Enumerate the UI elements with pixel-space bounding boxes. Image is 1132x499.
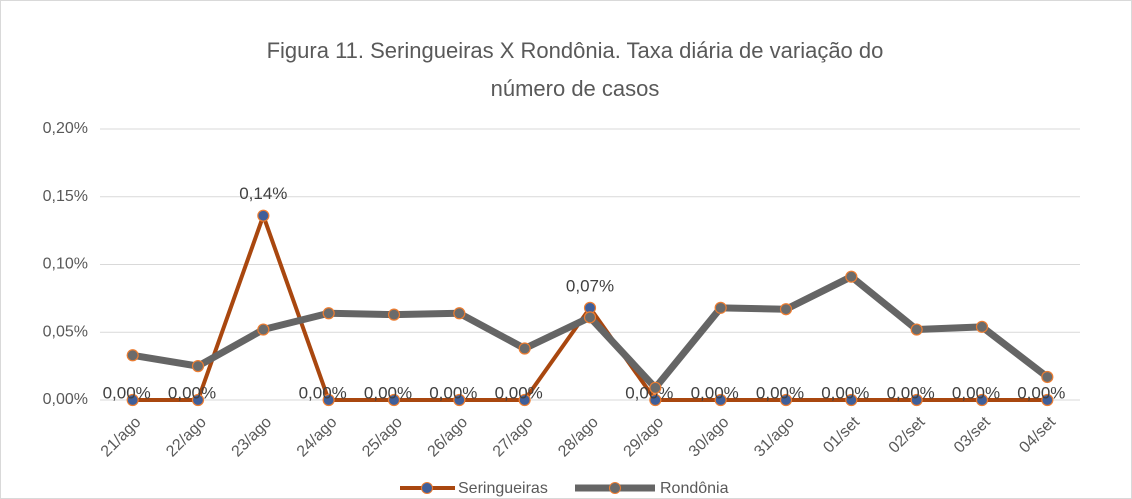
point	[583, 311, 597, 324]
point	[714, 301, 727, 314]
y-tick-label: 0,00%	[43, 391, 88, 408]
point	[257, 323, 270, 336]
data-label: 0,00%	[364, 383, 412, 402]
data-label: 0,00%	[495, 383, 543, 402]
point	[845, 393, 858, 407]
y-tick-label: 0,15%	[43, 188, 88, 205]
point	[649, 381, 662, 394]
data-label: 0,00%	[952, 383, 1000, 402]
point	[714, 393, 727, 407]
point	[975, 320, 989, 333]
point	[779, 393, 793, 407]
y-tick-label: 0,05%	[43, 323, 88, 340]
data-label: 0,07%	[566, 276, 614, 295]
data-label: 0,00%	[168, 383, 216, 402]
chart-title: Figura 11. Seringueiras X Rondônia. Taxa…	[267, 38, 884, 63]
data-label: 0,00%	[1017, 383, 1065, 402]
data-label: 0,00%	[887, 383, 935, 402]
point	[910, 393, 923, 407]
chart-subtitle: número de casos	[491, 76, 660, 101]
y-tick-label: 0,20%	[43, 120, 88, 137]
point	[387, 393, 401, 407]
data-label: 0,00%	[691, 383, 739, 402]
point	[975, 393, 989, 407]
data-label: 0,00%	[756, 383, 804, 402]
data-label: 0,14%	[239, 184, 287, 203]
point	[845, 270, 858, 283]
data-label: 0,00%	[429, 383, 477, 402]
point	[518, 342, 531, 355]
point	[257, 209, 270, 222]
legend-marker	[421, 482, 433, 494]
y-tick-label: 0,10%	[43, 256, 88, 273]
data-label: 0,00%	[821, 383, 869, 402]
point	[126, 393, 139, 407]
point	[126, 349, 139, 362]
point	[518, 393, 531, 407]
point	[453, 393, 466, 407]
legend-marker	[609, 482, 621, 494]
point	[191, 360, 205, 373]
point	[387, 308, 401, 321]
point	[322, 307, 335, 320]
point	[910, 323, 923, 336]
point	[779, 303, 793, 316]
point	[453, 307, 466, 320]
data-label: 0,00%	[103, 383, 151, 402]
data-label: 0,00%	[299, 383, 347, 402]
point	[191, 393, 205, 407]
point	[1041, 393, 1054, 407]
legend-label: Seringueiras	[458, 480, 548, 497]
point	[1041, 370, 1054, 384]
point	[649, 393, 662, 407]
legend-label: Rondônia	[660, 480, 729, 497]
point	[322, 393, 335, 407]
